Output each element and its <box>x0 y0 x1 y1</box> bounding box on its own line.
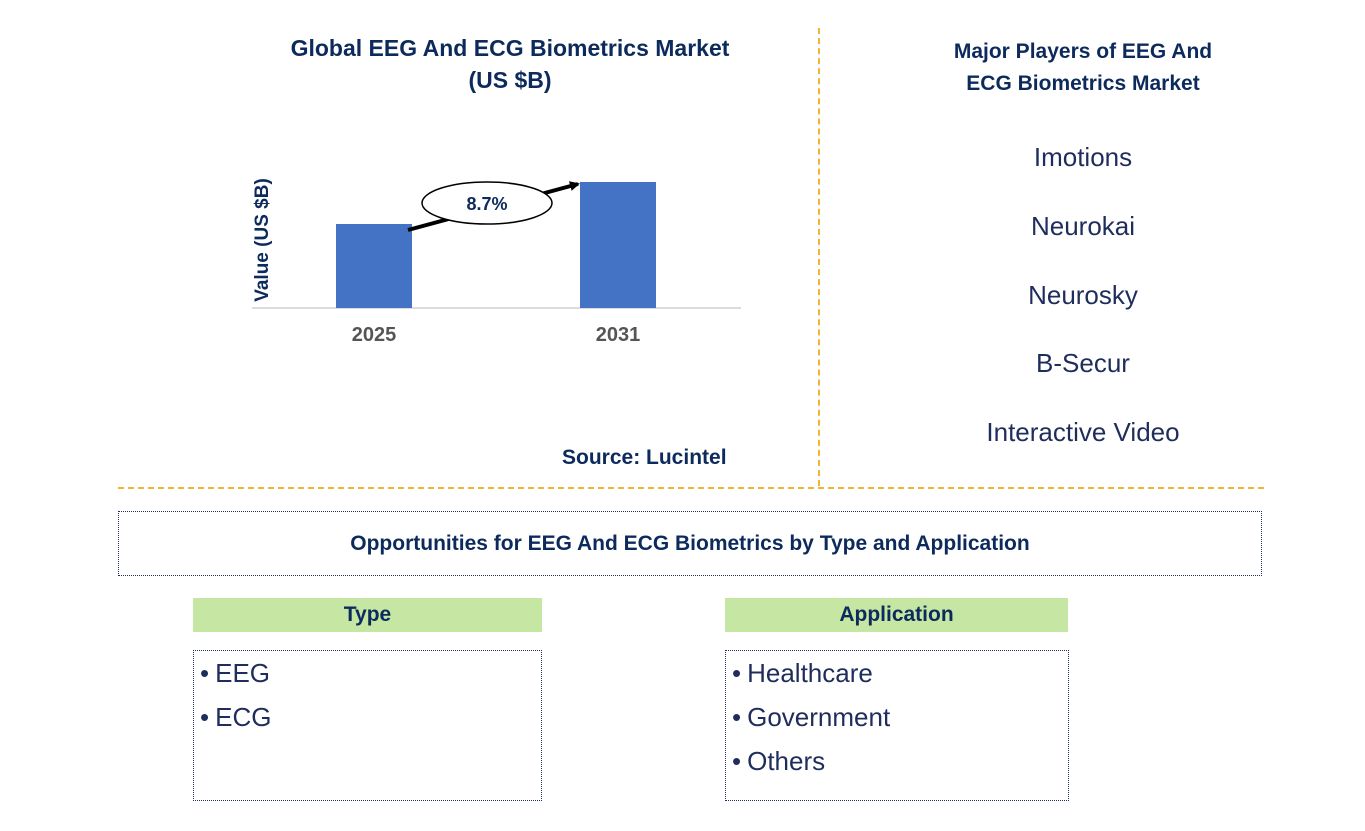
players-title-line2: ECG Biometrics Market <box>966 72 1200 95</box>
growth-ellipse <box>421 181 553 225</box>
source-label: Source: Lucintel <box>562 446 727 469</box>
horizontal-divider <box>118 487 1264 489</box>
x-tick-label: 2031 <box>596 324 641 346</box>
type-item-label: ECG <box>215 702 272 732</box>
player-item: B-Secur <box>1036 348 1130 378</box>
bar-2025 <box>336 224 412 308</box>
application-item: • Healthcare <box>732 658 873 688</box>
application-header: Application <box>725 598 1068 632</box>
application-item-label: Government <box>747 702 891 732</box>
chart-title-line2: (US $B) <box>468 67 552 93</box>
x-tick-label: 2025 <box>352 324 397 346</box>
type-header: Type <box>193 598 542 632</box>
application-item-label: Healthcare <box>747 658 873 688</box>
type-item: • ECG <box>200 702 272 732</box>
vertical-divider <box>818 28 820 486</box>
bars-group <box>336 182 656 308</box>
bar-chart: Value (US $B) 2025 2031 8.7% <box>252 178 741 346</box>
application-item-label: Others <box>747 746 826 776</box>
x-tick-labels: 2025 2031 <box>352 324 641 346</box>
bar-2031 <box>580 182 656 308</box>
player-item: Neurosky <box>1028 280 1138 310</box>
players-title-line1: Major Players of EEG And <box>953 40 1213 63</box>
growth-label: 8.7% <box>466 194 507 214</box>
opportunities-title: Opportunities for EEG And ECG Biometrics… <box>350 531 1030 555</box>
chart-title: Global EEG And ECG Biometrics Market (US… <box>220 32 800 96</box>
type-item-label: EEG <box>215 658 271 688</box>
chart-title-line1: Global EEG And ECG Biometrics Market <box>290 35 730 61</box>
y-axis-label: Value (US $B) <box>252 178 273 302</box>
type-item: • EEG <box>200 658 271 688</box>
players-title: Major Players of EEG And ECG Biometrics … <box>905 36 1261 100</box>
application-item: • Others <box>732 746 826 776</box>
application-item: • Government <box>732 702 891 732</box>
player-item: Imotions <box>1033 142 1133 172</box>
type-list: • EEG • ECG <box>193 650 542 801</box>
player-item: Neurokai <box>1030 211 1136 241</box>
opportunities-title-box: Opportunities for EEG And ECG Biometrics… <box>118 511 1262 576</box>
player-item: Interactive Video <box>986 417 1180 447</box>
application-list: • Healthcare • Government • Others <box>725 650 1069 801</box>
